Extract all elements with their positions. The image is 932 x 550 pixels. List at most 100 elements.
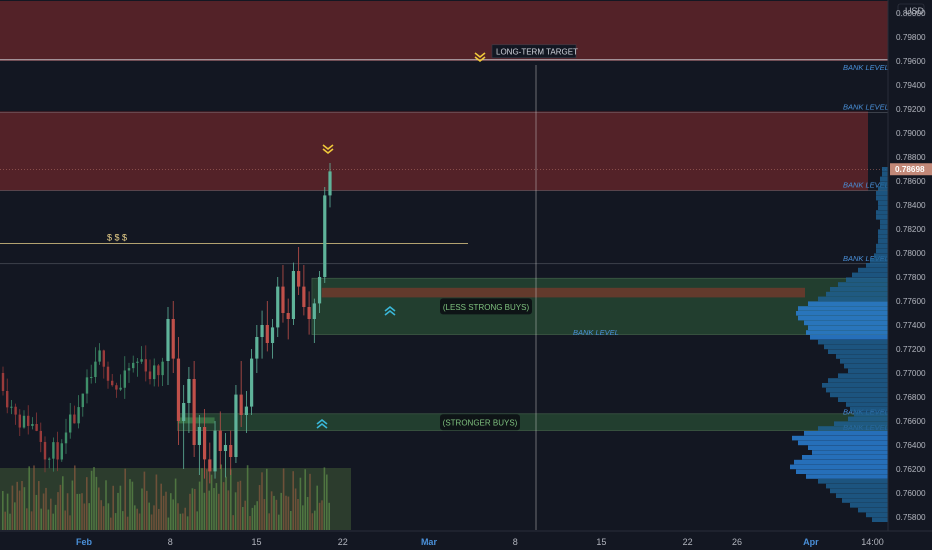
- volume-bar: [16, 481, 18, 530]
- volume-bar: [225, 476, 227, 530]
- volume-bar: [66, 493, 69, 530]
- volume-bar: [76, 493, 78, 530]
- candle-body: [250, 358, 254, 407]
- volume-bar: [162, 495, 165, 530]
- volume-profile-bar: [826, 483, 888, 489]
- buy-chevron-icon: [384, 309, 396, 316]
- volume-bar: [2, 491, 4, 530]
- candle-body: [18, 414, 21, 428]
- volume-bar: [18, 490, 21, 530]
- volume-bar: [251, 507, 254, 530]
- volume-bar: [64, 510, 66, 530]
- volume-bar: [33, 465, 35, 530]
- time-tick-label: 22: [338, 537, 348, 547]
- candle-body: [166, 319, 170, 361]
- volume-profile-bar: [876, 191, 888, 196]
- volume-bar: [290, 511, 292, 530]
- volume-profile-bar: [852, 272, 888, 278]
- candle-body: [328, 171, 332, 196]
- candle-body: [64, 432, 68, 444]
- volume-bar: [258, 485, 261, 530]
- price-tick-label: 0.76200: [896, 465, 926, 474]
- volume-bar: [155, 474, 158, 530]
- volume-bar: [213, 488, 215, 530]
- candle-body: [56, 442, 59, 460]
- price-axis[interactable]: 0.80000 0.79800 0.79600 0.79400 0.79200 0.790…: [887, 0, 932, 550]
- candle-body: [192, 379, 196, 445]
- volume-bar: [309, 473, 311, 530]
- volume-bar: [126, 516, 129, 530]
- volume-profile-bar: [876, 210, 888, 215]
- volume-bar: [182, 513, 184, 530]
- volume-bar: [62, 476, 64, 530]
- volume-profile-bar: [798, 440, 888, 446]
- volume-bar: [105, 480, 107, 530]
- price-tick-label: 0.76800: [896, 393, 926, 402]
- volume-bar: [246, 465, 249, 530]
- volume-profile-bar: [834, 421, 888, 426]
- current-price-label: 0.78698: [895, 165, 925, 174]
- volume-bar: [287, 496, 290, 530]
- volume-bar: [138, 513, 141, 530]
- volume-profile-bar: [798, 315, 888, 321]
- volume-profile-bar: [880, 176, 888, 182]
- volume-profile-bar: [806, 330, 888, 335]
- candle-body: [123, 370, 126, 388]
- candle-body: [171, 319, 175, 359]
- volume-bar: [35, 494, 38, 530]
- zone-label-box: [440, 298, 532, 315]
- candle-body: [81, 393, 84, 408]
- volume-profile-bar: [790, 464, 888, 470]
- candle-body: [187, 379, 191, 403]
- volume-profile-bar: [792, 435, 888, 441]
- volume-profile-bar: [830, 392, 888, 398]
- volume-profile-bar: [878, 186, 888, 191]
- currency-label[interactable]: USD: [905, 6, 925, 16]
- candle-body: [14, 406, 17, 415]
- volume-bar: [52, 513, 54, 530]
- volume-bar: [136, 508, 138, 530]
- volume-bar: [201, 468, 203, 530]
- candle-body: [265, 325, 269, 343]
- candle-body: [234, 394, 238, 457]
- volume-bar: [184, 507, 186, 530]
- annotations-layer: [316, 52, 486, 429]
- volume-bar: [165, 491, 167, 530]
- volume-profile-bar: [796, 311, 888, 316]
- price-tick-label: 0.79000: [896, 129, 926, 138]
- candle-body: [22, 415, 26, 428]
- volume-bar: [234, 492, 237, 530]
- volume-bar: [86, 477, 88, 530]
- volume-bar: [50, 498, 52, 530]
- candle-body: [270, 327, 275, 343]
- candle-body: [136, 361, 139, 363]
- volume-profile-bar: [808, 445, 888, 450]
- volume-profile-bar: [858, 507, 888, 513]
- target-label-box: [491, 44, 577, 59]
- volume-bar: [297, 499, 299, 530]
- currency-box: [897, 3, 925, 17]
- volume-profile-bar: [808, 325, 888, 330]
- buy-chevron-icon: [384, 305, 396, 312]
- price-tick-label: 0.77800: [896, 273, 926, 282]
- volume-bar: [314, 510, 316, 530]
- candle-body: [77, 407, 80, 424]
- time-axis[interactable]: Feb 8 15 22 Mar 8 15 22 26 Apr 14:00: [0, 530, 932, 550]
- volume-bar: [261, 472, 263, 530]
- volume-bar: [275, 499, 278, 530]
- volume-profile-bar: [882, 171, 888, 177]
- bank-level-label: BANK LEVEL: [573, 328, 619, 337]
- volume-profile-bar: [804, 431, 888, 436]
- candle-body: [182, 403, 186, 421]
- top-chevron-icon: [322, 148, 334, 155]
- volume-bar: [215, 483, 218, 530]
- volume-profile-bar: [846, 277, 888, 282]
- price-tick-label: 0.76000: [896, 489, 926, 498]
- volume-bar: [273, 495, 275, 530]
- volume-bar: [78, 493, 81, 530]
- volume-profile-bar: [826, 291, 888, 297]
- target-chevron-icon: [474, 52, 486, 59]
- volume-profile-bar: [822, 383, 888, 388]
- volume-bar: [177, 503, 179, 530]
